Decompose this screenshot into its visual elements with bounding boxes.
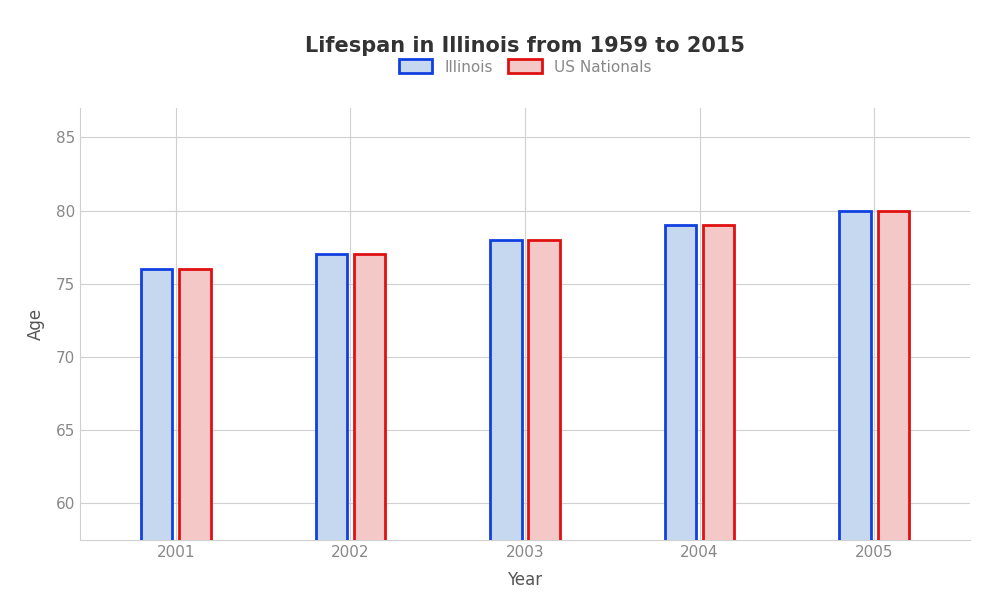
Bar (878, 211, 909, 600)
Bar (316, 254, 347, 600)
Bar (490, 240, 522, 600)
Bar (665, 225, 696, 600)
Bar (141, 269, 172, 600)
Bar (354, 254, 385, 600)
Bar (703, 225, 734, 600)
X-axis label: Year: Year (507, 571, 543, 589)
Bar (528, 240, 560, 600)
Bar (179, 269, 211, 600)
Y-axis label: Age: Age (27, 308, 45, 340)
Title: Lifespan in Illinois from 1959 to 2015: Lifespan in Illinois from 1959 to 2015 (305, 37, 745, 56)
Legend: Illinois, US Nationals: Illinois, US Nationals (399, 59, 651, 74)
Bar (839, 211, 871, 600)
